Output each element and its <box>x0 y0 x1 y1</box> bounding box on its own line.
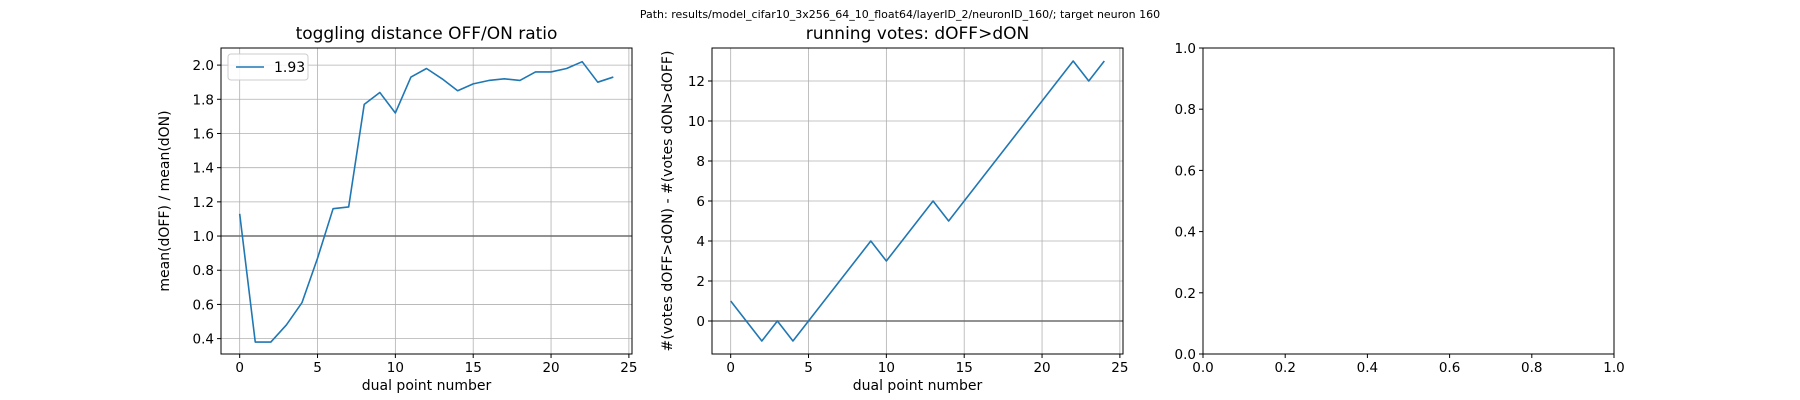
y-tick-label: 12 <box>688 74 705 90</box>
x-tick-label: 25 <box>620 360 637 376</box>
x-tick-label: 20 <box>1033 360 1050 376</box>
x-axis-label: dual point number <box>362 378 492 394</box>
x-tick-label: 10 <box>387 360 404 376</box>
y-tick-label: 0.8 <box>1175 102 1196 118</box>
x-tick-label: 0.8 <box>1521 360 1542 376</box>
y-axis-label: mean(dOFF) / mean(dON) <box>157 110 173 291</box>
y-tick-label: 0 <box>696 314 705 330</box>
y-tick-label: 1.6 <box>193 126 214 142</box>
y-tick-label: 0.8 <box>193 263 214 279</box>
y-tick-label: 1.4 <box>193 161 214 177</box>
x-tick-label: 0.4 <box>1357 360 1378 376</box>
x-tick-label: 10 <box>878 360 895 376</box>
x-tick-label: 20 <box>542 360 559 376</box>
y-tick-label: 0.2 <box>1175 286 1196 302</box>
y-tick-label: 0.6 <box>193 297 214 313</box>
panel-empty-axes: 0.0 0.2 0.4 0.6 0.8 1.0 0.0 0.2 0.4 0.6 0.8 1.0 <box>1175 41 1625 376</box>
x-tick-label: 0.0 <box>1192 360 1213 376</box>
y-axis-label: #(votes dOFF>dON) - #(votes dON>dOFF) <box>660 51 676 352</box>
x-tick-label: 5 <box>313 360 322 376</box>
y-tick-label: 1.0 <box>1175 41 1196 57</box>
series-line <box>730 60 1105 342</box>
panel-running-votes: 0 5 10 15 20 25 0 2 4 6 8 10 12 running votes: dOFF>d… <box>660 24 1128 394</box>
series-line <box>238 60 614 343</box>
x-tick-label: 0.6 <box>1439 360 1460 376</box>
axes-frame <box>1202 47 1615 355</box>
y-tick-label: 0.4 <box>193 332 214 348</box>
y-tick-label: 1.2 <box>193 195 214 211</box>
y-tick-label: 0.6 <box>1175 163 1196 179</box>
axes-frame <box>220 47 633 355</box>
x-axis-label: dual point number <box>853 378 983 394</box>
x-tick-label: 15 <box>956 360 973 376</box>
x-tick-label: 1.0 <box>1603 360 1624 376</box>
panel-title: toggling distance OFF/ON ratio <box>296 24 558 44</box>
y-tick-label: 2.0 <box>193 58 214 74</box>
x-tick-label: 25 <box>1111 360 1128 376</box>
y-tick-label: 4 <box>696 234 705 250</box>
figure-suptitle: Path: results/model_cifar10_3x256_64_10_… <box>640 8 1160 21</box>
legend-entry-label: 1.93 <box>274 60 305 76</box>
legend: 1.93 <box>227 53 309 81</box>
legend-box <box>227 53 309 81</box>
y-tick-label: 8 <box>696 154 705 170</box>
y-tick-label: 2 <box>696 274 705 290</box>
y-tick-label: 1.8 <box>193 92 214 108</box>
y-tick-label: 10 <box>688 114 705 130</box>
panel-toggling-ratio: 0 5 10 15 20 25 0.4 0.6 0.8 1.0 1.2 1.4 1.6 1.8 2.0 tog… <box>157 24 637 394</box>
x-tick-label: 0.2 <box>1274 360 1295 376</box>
y-tick-label: 0.0 <box>1175 347 1196 363</box>
y-tick-label: 6 <box>696 194 705 210</box>
y-tick-label: 0.4 <box>1175 225 1196 241</box>
x-tick-label: 0 <box>235 360 244 376</box>
y-tick-label: 1.0 <box>193 229 214 245</box>
panel-title: running votes: dOFF>dON <box>806 24 1029 44</box>
x-tick-label: 5 <box>804 360 813 376</box>
x-tick-label: 0 <box>726 360 735 376</box>
x-tick-label: 15 <box>465 360 482 376</box>
